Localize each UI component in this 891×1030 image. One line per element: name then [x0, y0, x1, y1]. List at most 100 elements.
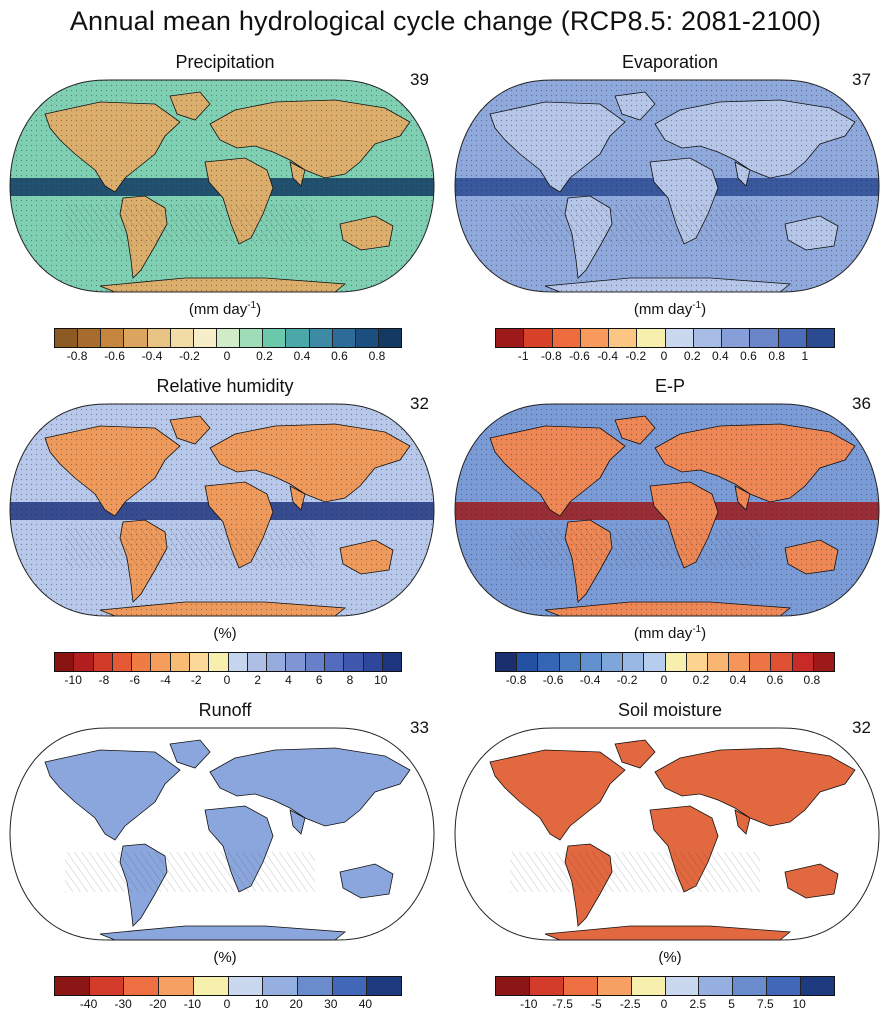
colorbar-tick-label: -5	[591, 997, 602, 1011]
colorbar-tick-label: -0.2	[179, 349, 200, 363]
colorbar-tick-label: 0.6	[331, 349, 348, 363]
panel-precipitation: Precipitation 39 (mm day-1) -0.8 -0.6 -0.4 -0.…	[5, 52, 445, 382]
colorbar-segment	[263, 977, 298, 995]
colorbar-tick-label: -10	[64, 673, 82, 687]
colorbar	[54, 976, 402, 996]
colorbar-tick-label: 10	[374, 673, 388, 687]
colorbar-segment	[496, 329, 525, 347]
colorbar-segment	[382, 653, 402, 671]
unit-text: (%)	[213, 949, 237, 966]
colorbar-segment	[55, 653, 75, 671]
continent-europe-asia	[654, 747, 856, 827]
colorbar-tick-label: 0	[223, 997, 231, 1011]
colorbar-segment	[707, 653, 730, 671]
colorbar-tick-label: 0.6	[740, 349, 757, 363]
colorbar-tick-label: -2	[190, 673, 202, 687]
colorbar-segment	[305, 653, 325, 671]
stippling-overlay	[10, 404, 434, 616]
colorbar-segment	[597, 977, 632, 995]
unit-close: )	[701, 625, 707, 642]
map-relative-humidity	[9, 403, 435, 617]
colorbar-segment	[601, 653, 624, 671]
colorbar-segment	[580, 329, 609, 347]
colorbar-ticks: -10 -8 -6 -4 -2 0 2 4 6 8 10	[54, 673, 400, 689]
unit-exponent: -1	[247, 300, 257, 311]
panel-title: Precipitation	[175, 52, 275, 72]
colorbar-segment	[771, 653, 793, 671]
colorbar-tick-label: -0.2	[625, 349, 647, 363]
colorbar-segment	[750, 653, 772, 671]
colorbar-segment	[124, 977, 160, 995]
colorbar-segment	[332, 329, 356, 347]
model-count: 33	[410, 718, 429, 737]
colorbar-tick-label: 0.4	[711, 349, 729, 363]
colorbar-tick-label: 0	[223, 349, 231, 363]
colorbar-tick-label: 0.2	[683, 349, 701, 363]
colorbar	[495, 976, 835, 996]
continent-india	[734, 809, 751, 835]
colorbar-tick-label: -8	[98, 673, 110, 687]
colorbar-segment	[693, 329, 722, 347]
unit-text: (mm day	[633, 301, 693, 318]
panel-title: Soil moisture	[617, 700, 723, 720]
colorbar-tick-label: -0.4	[597, 349, 618, 363]
colorbar-tick-label: 0	[660, 349, 668, 363]
colorbar-segment	[792, 653, 814, 671]
hatching-overlay	[510, 204, 760, 244]
panel-e-p: E-P 36 (mm day-1) -0.8 -0.6 -0.4 -0.2 0 0.2 0.4 0.…	[450, 376, 890, 706]
colorbar-segment	[665, 329, 694, 347]
continent-australia	[339, 863, 394, 899]
colorbar-segment	[228, 653, 248, 671]
panel-title: E-P	[654, 376, 685, 396]
colorbar-tick-label: -1	[517, 349, 529, 363]
unit-label: (%)	[450, 948, 890, 966]
colorbar	[495, 652, 835, 672]
colorbar-segment	[209, 653, 229, 671]
colorbar-tick-label: 4	[285, 673, 292, 687]
continent-north-america	[489, 749, 626, 841]
model-count: 39	[410, 70, 429, 89]
continent-europe-asia	[209, 747, 411, 827]
map-soil-moisture	[454, 727, 880, 941]
colorbar-tick-label: 7.5	[757, 997, 774, 1011]
colorbar-ticks: -0.8 -0.6 -0.4 -0.2 0 0.2 0.4 0.6 0.8	[54, 349, 400, 365]
colorbar-segment	[529, 977, 564, 995]
colorbar-segment	[552, 329, 581, 347]
colorbar-segment	[263, 329, 287, 347]
colorbar-segment	[344, 653, 364, 671]
colorbar-tick-label: 10	[792, 997, 806, 1011]
colorbar-segment	[496, 977, 530, 995]
colorbar-segment	[55, 329, 79, 347]
stippling-overlay	[10, 80, 434, 292]
continent-north-america	[44, 749, 181, 841]
colorbar	[54, 328, 402, 348]
colorbar-tick-label: -0.6	[542, 673, 564, 687]
model-count: 37	[852, 70, 871, 89]
unit-text: (mm day	[188, 301, 248, 318]
unit-label: (%)	[5, 948, 445, 966]
continent-antarctica	[99, 925, 347, 940]
stippling-overlay	[455, 404, 879, 616]
colorbar-segment	[286, 653, 306, 671]
hatching-overlay	[510, 528, 760, 568]
colorbar-tick-label: 6	[315, 673, 323, 687]
colorbar-segment	[806, 329, 834, 347]
panel-runoff: Runoff 33 (%) -40 -30 -20 -10 0 10 20 30 40	[5, 700, 445, 1030]
colorbar-tick-label: -20	[149, 997, 167, 1011]
unit-close: )	[701, 301, 707, 318]
colorbar-segment	[170, 329, 194, 347]
stippling-overlay	[455, 80, 879, 292]
colorbar-tick-label: 0.4	[293, 349, 311, 363]
colorbar-segment	[297, 977, 333, 995]
colorbar-segment	[170, 653, 190, 671]
unit-text: (mm day	[633, 625, 693, 642]
unit-label: (%)	[5, 624, 445, 642]
colorbar-tick-label: -0.4	[579, 673, 601, 687]
colorbar-segment	[609, 329, 638, 347]
colorbar-segment	[93, 653, 113, 671]
colorbar-segment	[151, 653, 171, 671]
figure-title: Annual mean hydrological cycle change (R…	[69, 6, 822, 36]
colorbar-segment	[74, 653, 94, 671]
colorbar-tick-label: -0.8	[66, 349, 88, 363]
map-border	[454, 79, 880, 293]
